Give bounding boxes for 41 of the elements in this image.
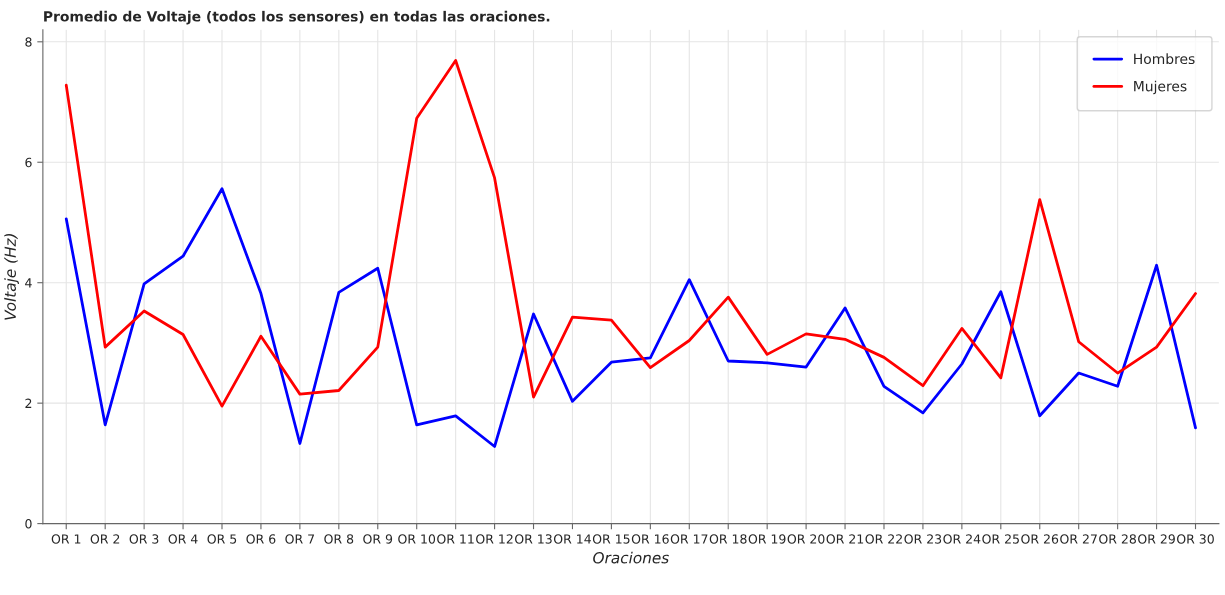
x-tick-label: OR 23 — [904, 534, 942, 544]
y-tick-label: 2 — [25, 398, 32, 408]
x-tick-label: OR 30 — [1177, 534, 1214, 544]
x-tick-label: OR 13 — [515, 534, 552, 544]
x-tick-label: OR 2 — [90, 534, 120, 544]
x-tick-label: OR 20 — [787, 534, 825, 544]
x-tick-label: OR 4 — [168, 534, 198, 544]
x-tick-label: OR 28 — [1099, 534, 1136, 544]
x-tick-label: OR 29 — [1138, 534, 1175, 544]
x-tick-label: OR 10 — [398, 534, 436, 544]
x-tick-label: OR 25 — [982, 534, 1019, 544]
x-tick-label: OR 9 — [363, 534, 393, 544]
x-axis-title: Oraciones — [593, 551, 669, 564]
x-tick-label: OR 16 — [631, 534, 669, 544]
y-tick-label: 6 — [25, 157, 32, 168]
legend-label: Hombres — [1134, 53, 1195, 65]
x-tick-label: OR 8 — [324, 534, 354, 544]
legend-label: Mujeres — [1134, 80, 1187, 95]
x-tick-label: OR 15 — [592, 534, 630, 544]
x-tick-label: OR 14 — [553, 534, 591, 544]
x-tick-label: OR 22 — [865, 534, 902, 544]
x-tick-label: OR 19 — [748, 534, 786, 544]
x-tick-label: OR 24 — [943, 534, 981, 544]
x-tick-label: OR 6 — [246, 534, 276, 544]
x-tick-label: OR 3 — [129, 534, 159, 544]
x-tick-label: OR 26 — [1021, 534, 1059, 544]
y-tick-label: 0 — [25, 519, 32, 529]
chart-title: Promedio de Voltaje (todos los sensores) en todas las oraciones. — [44, 10, 550, 25]
line-series — [64, 187, 1197, 448]
x-tick-label: OR 7 — [285, 534, 315, 544]
x-tick-label: OR 27 — [1060, 534, 1097, 544]
x-tick-label: OR 5 — [207, 534, 237, 544]
x-tick-label: OR 17 — [670, 534, 708, 544]
x-tick-label: OR 11 — [437, 534, 474, 544]
x-tick-label: OR 21 — [826, 534, 864, 544]
x-tick-label: OR 1 — [51, 534, 81, 544]
y-tick-label: 4 — [25, 278, 32, 288]
x-tick-label: OR 18 — [709, 534, 747, 544]
x-tick-label: OR 12 — [476, 534, 513, 544]
y-tick-label: 8 — [25, 37, 32, 47]
y-axis-title: Voltaje (Hz) — [4, 234, 19, 320]
